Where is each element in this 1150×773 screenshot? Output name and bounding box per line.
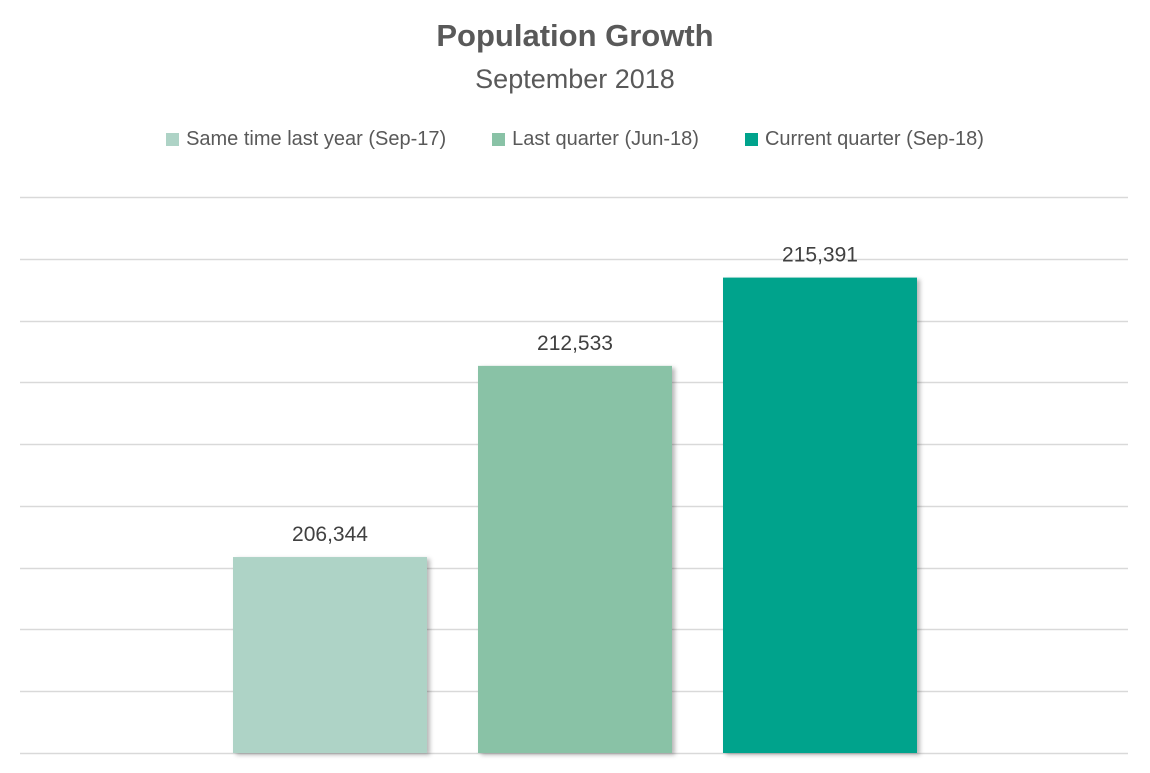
bar-sep-18 — [723, 277, 917, 753]
legend-swatch-jun-18 — [492, 133, 506, 146]
legend-swatch-sep-17 — [166, 133, 180, 146]
data-label-sep-17: 206,344 — [292, 523, 368, 546]
legend-label-sep-18: Current quarter (Sep-18) — [764, 128, 984, 150]
chart-title: Population Growth — [436, 18, 714, 53]
legend-label-sep-17: Same time last year (Sep-17) — [186, 128, 447, 150]
data-label-sep-18: 215,391 — [782, 244, 858, 267]
bar-jun-18 — [478, 365, 672, 753]
legend-item-sep-17: Same time last year (Sep-17) — [166, 128, 446, 151]
chart-legend: Same time last year (Sep-17) Last quarte… — [0, 128, 1150, 151]
chart-subtitle: September 2018 — [475, 64, 675, 94]
bar-sep-17 — [233, 557, 427, 753]
legend-label-jun-18: Last quarter (Jun-18) — [512, 128, 699, 150]
legend-swatch-sep-18 — [744, 133, 758, 146]
legend-item-sep-18: Current quarter (Sep-18) — [744, 128, 984, 151]
legend-item-jun-18: Last quarter (Jun-18) — [492, 128, 699, 151]
data-label-jun-18: 212,533 — [537, 332, 613, 355]
